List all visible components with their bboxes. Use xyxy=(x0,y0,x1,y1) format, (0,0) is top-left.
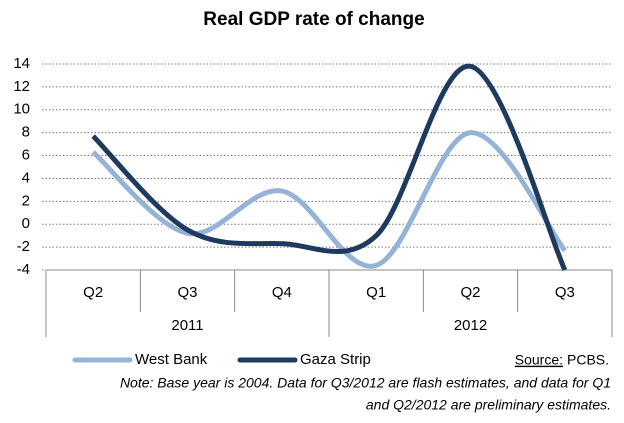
y-tick-label: 0 xyxy=(22,215,30,232)
y-tick-label: 10 xyxy=(13,101,30,118)
legend-label: West Bank xyxy=(135,351,208,368)
y-tick-label: -2 xyxy=(17,238,30,255)
line-series xyxy=(91,63,568,272)
y-tick-label: 4 xyxy=(22,169,30,186)
legend-label: Gaza Strip xyxy=(300,351,371,368)
line-series xyxy=(91,130,567,269)
note: and Q2/2012 are preliminary estimates. xyxy=(366,397,611,413)
y-tick-label: 12 xyxy=(13,78,30,95)
x-tick-label: Q2 xyxy=(83,284,103,301)
y-tick-label: 2 xyxy=(22,192,30,209)
y-tick-label: 8 xyxy=(22,124,30,141)
y-tick-label: 6 xyxy=(22,147,30,164)
group-label: 2011 xyxy=(171,317,203,334)
group-label: 2012 xyxy=(454,317,487,334)
x-tick-label: Q4 xyxy=(272,284,292,301)
x-tick-label: Q2 xyxy=(460,284,480,301)
y-tick-label: 14 xyxy=(13,55,30,72)
x-tick-label: Q3 xyxy=(555,284,575,301)
x-tick-label: Q3 xyxy=(177,284,197,301)
source-label: Source: xyxy=(515,352,563,368)
source: PCBS. xyxy=(567,352,609,368)
chart-title: Real GDP rate of change xyxy=(203,9,424,30)
x-tick-label: Q1 xyxy=(366,284,386,301)
note: Note: Base year is 2004. Data for Q3/201… xyxy=(120,375,611,391)
y-tick-label: -4 xyxy=(17,261,30,278)
